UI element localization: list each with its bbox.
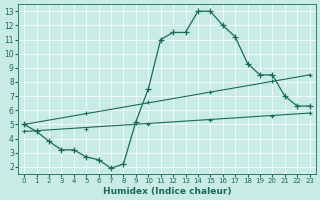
X-axis label: Humidex (Indice chaleur): Humidex (Indice chaleur) (103, 187, 231, 196)
